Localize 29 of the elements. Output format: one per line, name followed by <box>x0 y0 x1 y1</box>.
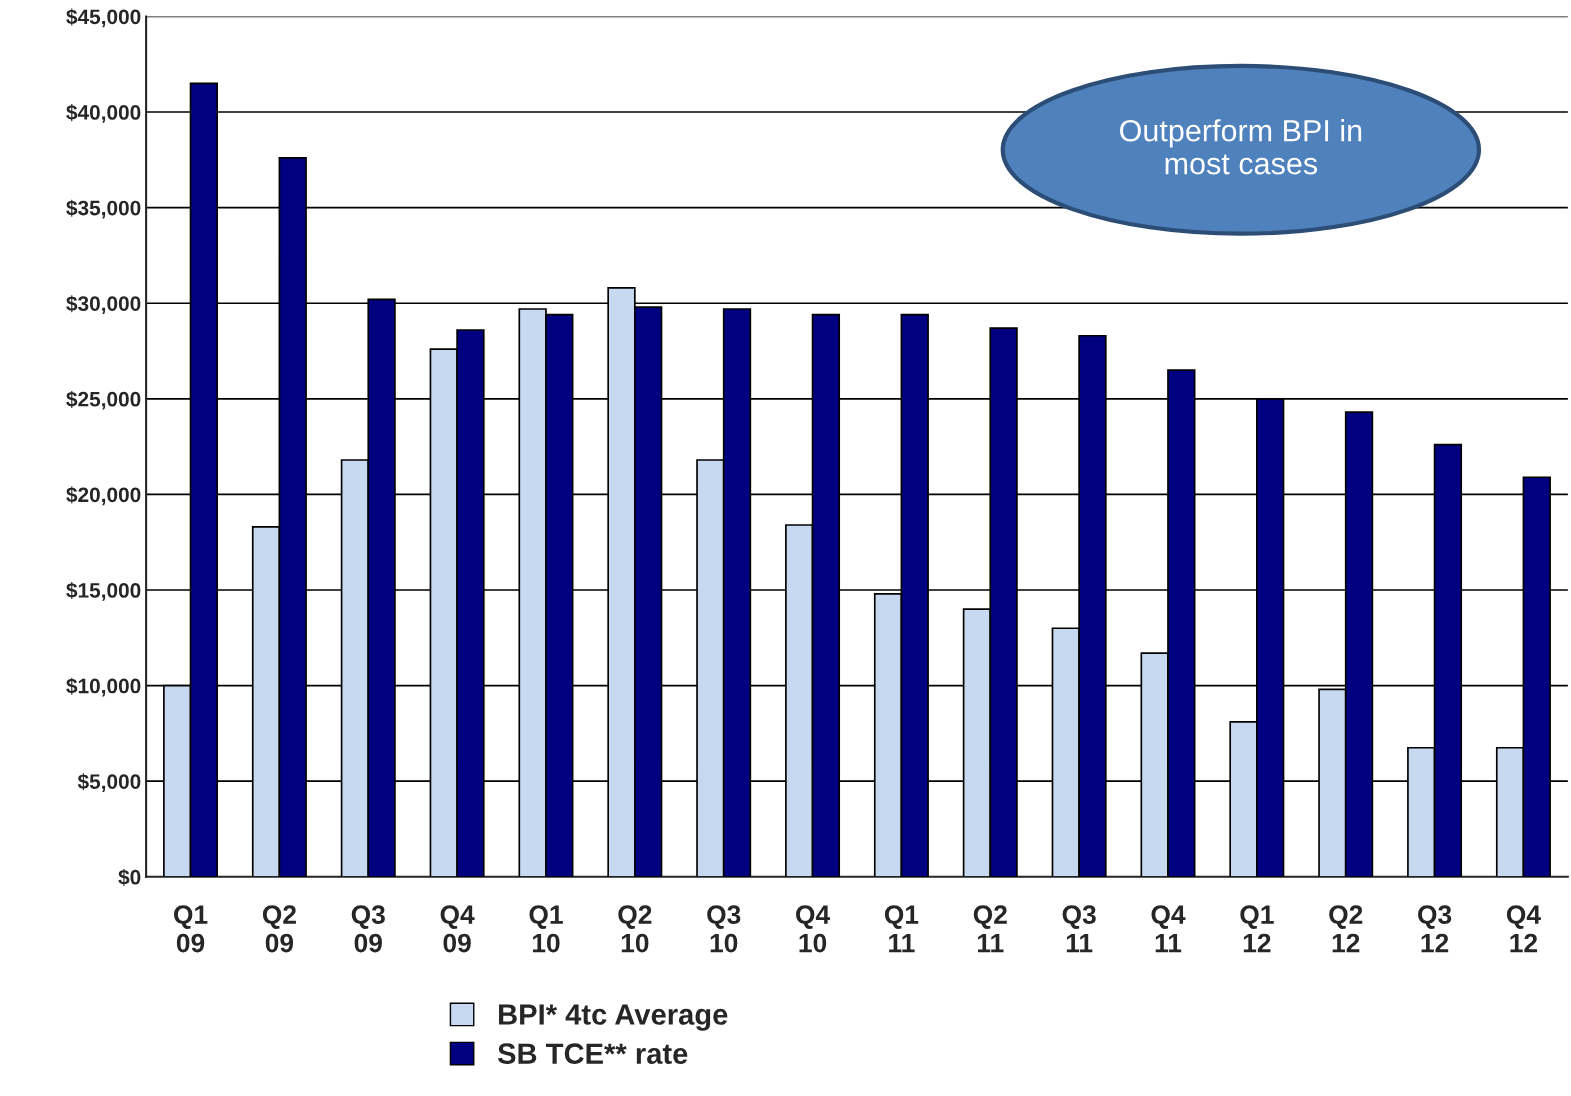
legend-label: SB TCE** rate <box>497 1043 688 1064</box>
annotation: Outperform BPI in most cases <box>1120 119 1362 175</box>
x-tick-label: Q2 11 <box>973 905 1007 953</box>
y-tick-label: $45,000 <box>66 8 141 28</box>
y-tick-label: $10,000 <box>66 677 141 697</box>
x-tick-label: Q3 12 <box>1418 905 1452 953</box>
x-tick-label: Q1 10 <box>529 905 563 953</box>
y-tick-label: $30,000 <box>66 295 141 314</box>
x-tick-label: Q3 10 <box>707 905 741 953</box>
y-tick-label: $20,000 <box>66 486 141 506</box>
x-tick-label: Q3 09 <box>351 905 385 953</box>
x-tick-label: Q4 11 <box>1151 905 1186 953</box>
x-tick-label: Q1 12 <box>1240 905 1274 953</box>
x-tick-label: Q4 10 <box>796 905 831 953</box>
x-tick-label: Q2 10 <box>618 905 652 953</box>
x-tick-label: Q4 09 <box>440 905 475 953</box>
x-tick-label: Q4 12 <box>1506 905 1541 953</box>
x-tick-label: Q1 09 <box>174 905 208 953</box>
y-tick-label: $5,000 <box>77 773 141 792</box>
y-tick-label: $35,000 <box>66 199 141 219</box>
y-tick-label: $0 <box>118 868 141 886</box>
y-tick-label: $40,000 <box>66 104 141 123</box>
x-tick-label: Q3 11 <box>1062 905 1096 953</box>
x-tick-label: Q2 09 <box>262 905 296 953</box>
legend-label: BPI* 4tc Average <box>499 1004 728 1031</box>
y-tick-label: $15,000 <box>66 582 141 601</box>
x-tick-label: Q1 11 <box>884 905 919 953</box>
y-tick-label: $25,000 <box>66 390 141 410</box>
x-tick-label: Q2 12 <box>1329 905 1363 953</box>
